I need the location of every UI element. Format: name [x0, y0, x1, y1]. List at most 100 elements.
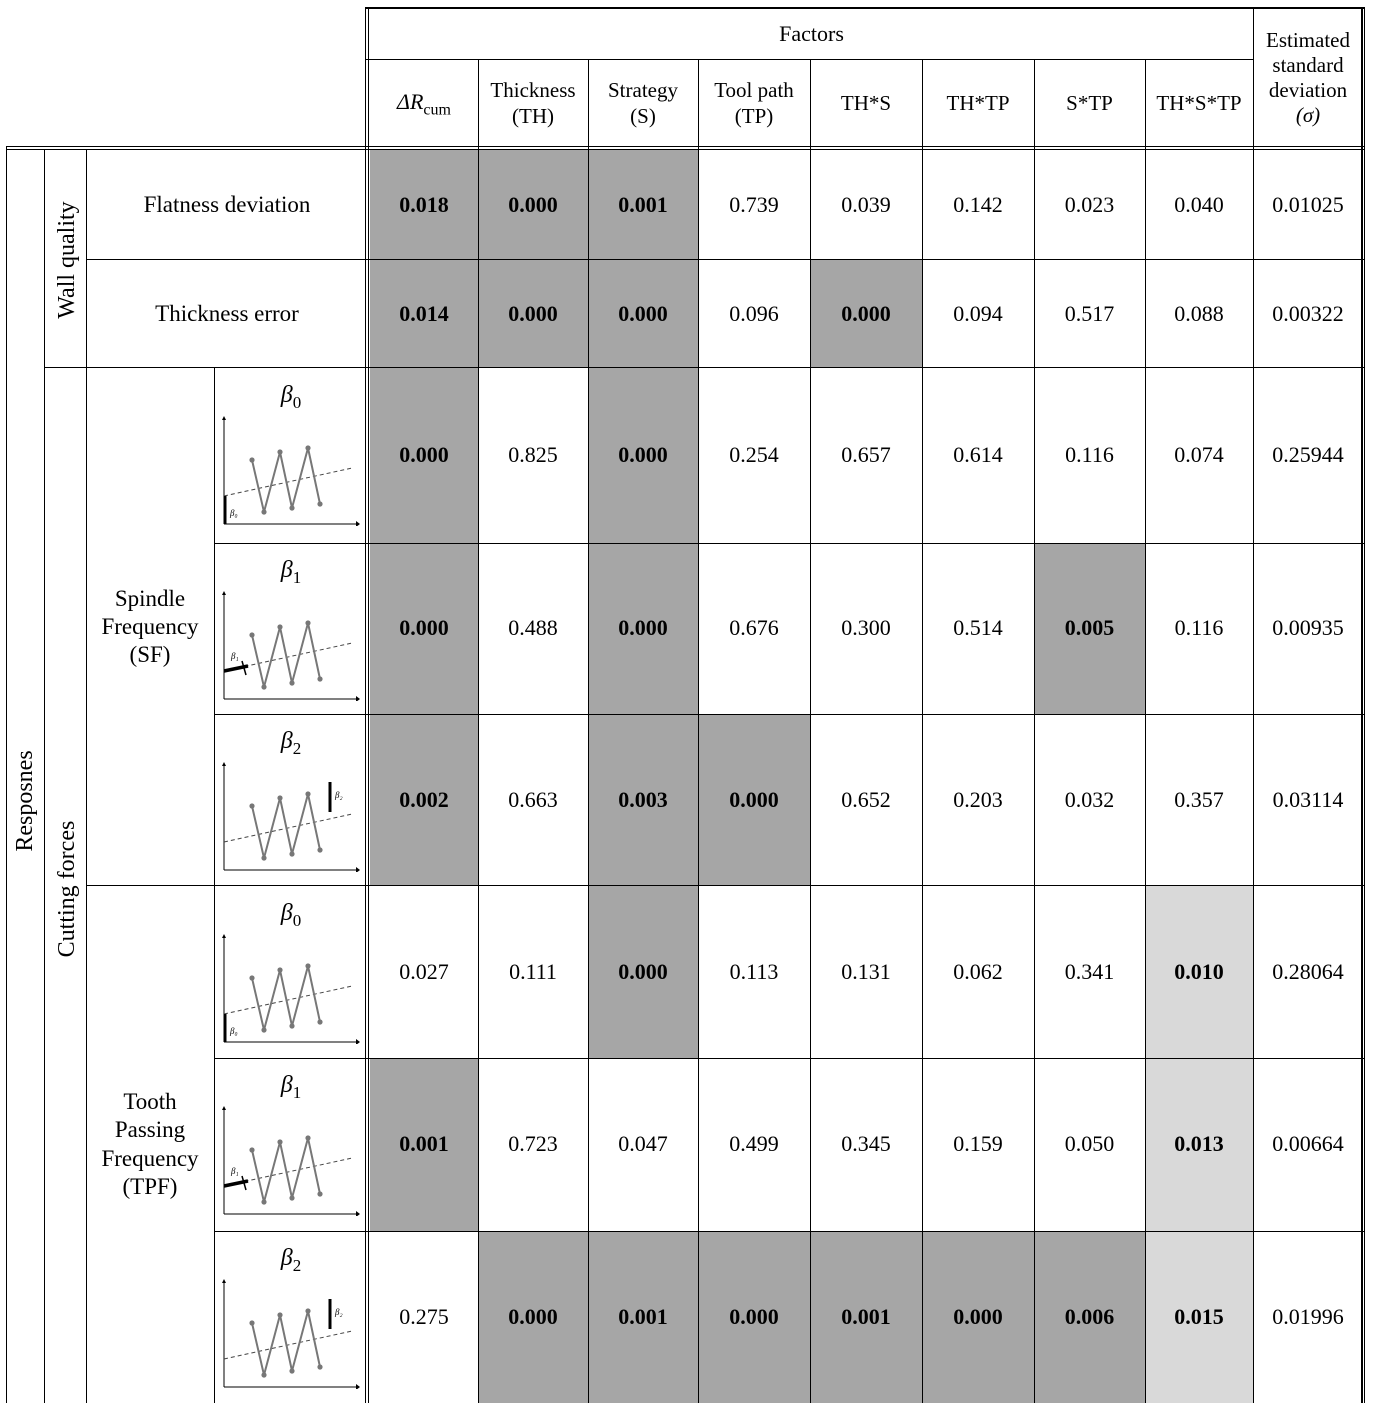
beta-symbol: β [280, 1072, 293, 1098]
p-value-cell: 0.739 [729, 191, 779, 217]
p-value-cell: 0.131 [841, 958, 891, 984]
tpf-line-1: Tooth [123, 1089, 177, 1115]
grid-line [86, 149, 87, 1403]
p-value-cell: 0.825 [508, 442, 558, 468]
svg-text:β₀: β₀ [229, 508, 238, 518]
p-value-cell: 0.113 [729, 958, 779, 984]
grid-line [1253, 7, 1254, 1403]
p-value-cell: 0.023 [1064, 191, 1115, 217]
p-value-cell: 0.159 [953, 1131, 1003, 1157]
p-value-cell: 0.015 [1145, 1231, 1253, 1403]
p-value-cell: 0.723 [508, 1131, 558, 1157]
p-value-cell: 0.488 [508, 615, 558, 641]
sd-line-3: deviation [1268, 78, 1348, 102]
regression-plot-icon: β₁ [222, 591, 360, 701]
p-value-cell: 0.116 [1065, 442, 1114, 468]
grid-line [1364, 7, 1365, 1403]
beta-symbol: β [280, 557, 293, 583]
factor-header-line2: (TP) [734, 104, 774, 128]
sf-line-1: Spindle [114, 585, 186, 611]
grid-line [44, 367, 86, 368]
regression-plot-icon: β₁ [222, 1106, 360, 1216]
p-value-cell: 0.013 [1145, 1058, 1253, 1231]
beta-symbol: β [280, 900, 293, 926]
p-value-cell: 0.357 [1174, 786, 1224, 812]
factor-header-5: TH*TP [922, 60, 1034, 148]
beta-cell-2: β1 β₁ [214, 543, 368, 714]
p-value-cell: 0.096 [729, 300, 779, 326]
beta-cell-1: β0 β₀ [214, 368, 368, 543]
tpf-line-2: Passing [114, 1117, 186, 1143]
factor-header-6: S*TP [1034, 60, 1145, 148]
p-value-cell: 0.000 [370, 368, 478, 543]
delta-r-label: ΔRcum [397, 88, 451, 118]
p-value-cell: 0.005 [1034, 543, 1145, 714]
sd-line-1: Estimated [1266, 27, 1350, 52]
grid-line [44, 149, 45, 1403]
p-value-cell: 0.275 [399, 1303, 449, 1329]
p-value-cell: 0.040 [1174, 191, 1224, 217]
beta-subscript: 1 [292, 567, 302, 587]
p-value-cell: 0.000 [588, 368, 698, 543]
p-value-cell: 0.254 [729, 442, 779, 468]
delta-r-header: ΔRcum [370, 60, 478, 148]
beta-symbol: β [280, 382, 293, 408]
p-value-cell: 0.001 [588, 1231, 698, 1403]
sd-value-cell: 0.03114 [1272, 786, 1344, 812]
flatness-label: Flatness deviation [143, 191, 311, 217]
p-value-cell: 0.676 [729, 615, 779, 641]
sd-value-cell: 0.25944 [1272, 442, 1344, 468]
beta-label: β1 [214, 1072, 368, 1103]
factor-header-line1: Tool path [714, 78, 794, 103]
p-value-cell: 0.000 [478, 150, 588, 260]
beta-cell-4: β0 β₀ [214, 886, 368, 1058]
grid-line [1145, 60, 1146, 1403]
grid-line [6, 149, 1364, 150]
p-value-cell: 0.003 [588, 714, 698, 886]
sd-line-4: (σ) [1295, 103, 1321, 128]
beta-label: β0 [214, 900, 368, 931]
factor-header-line1: TH*S*TP [1156, 91, 1242, 116]
sd-value-cell: 0.01025 [1272, 191, 1344, 217]
p-value-cell: 0.000 [588, 260, 698, 368]
grid-line [810, 60, 811, 1403]
svg-text:β₀: β₀ [229, 1026, 238, 1036]
grid-line [214, 714, 1365, 715]
p-value-cell: 0.300 [841, 615, 891, 641]
factor-header-line1: TH*S [840, 91, 892, 116]
sd-value-cell: 0.00935 [1272, 615, 1344, 641]
grid-line [214, 543, 1365, 544]
grid-line [922, 60, 923, 1403]
grid-line [368, 7, 369, 1403]
p-value-cell: 0.039 [841, 191, 891, 217]
sd-value-cell: 0.00664 [1272, 1131, 1344, 1157]
p-value-cell: 0.000 [370, 543, 478, 714]
p-value-cell: 0.000 [698, 1231, 810, 1403]
p-value-cell: 0.000 [588, 543, 698, 714]
factor-header-2: Strategy (S) [588, 60, 698, 148]
sd-line-2: standard [1272, 52, 1344, 77]
p-value-cell: 0.050 [1064, 1131, 1115, 1157]
p-value-cell: 0.517 [1064, 300, 1115, 326]
grid-line [6, 146, 1364, 147]
tpf-label: Tooth Passing Frequency (TPF) [86, 886, 214, 1403]
responses-label: Resposnes [12, 750, 38, 852]
beta-label: β0 [214, 382, 368, 413]
p-value-cell: 0.499 [729, 1131, 779, 1157]
svg-text:β₁: β₁ [230, 651, 239, 661]
grid-line [698, 60, 699, 1403]
beta-subscript: 2 [292, 1255, 302, 1275]
beta-symbol: β [280, 728, 293, 754]
sf-line-2: Frequency [101, 613, 199, 639]
p-value-cell: 0.657 [841, 442, 891, 468]
p-value-cell: 0.514 [953, 615, 1003, 641]
grid-line [6, 146, 7, 1403]
p-value-cell: 0.094 [953, 300, 1003, 326]
p-value-cell: 0.000 [478, 1231, 588, 1403]
beta-subscript: 0 [292, 910, 302, 930]
beta-subscript: 1 [292, 1082, 302, 1102]
sd-value-cell: 0.00322 [1272, 300, 1344, 326]
tpf-line-4: (TPF) [122, 1173, 178, 1199]
p-value-cell: 0.001 [370, 1058, 478, 1231]
tpf-line-3: Frequency [101, 1145, 199, 1171]
